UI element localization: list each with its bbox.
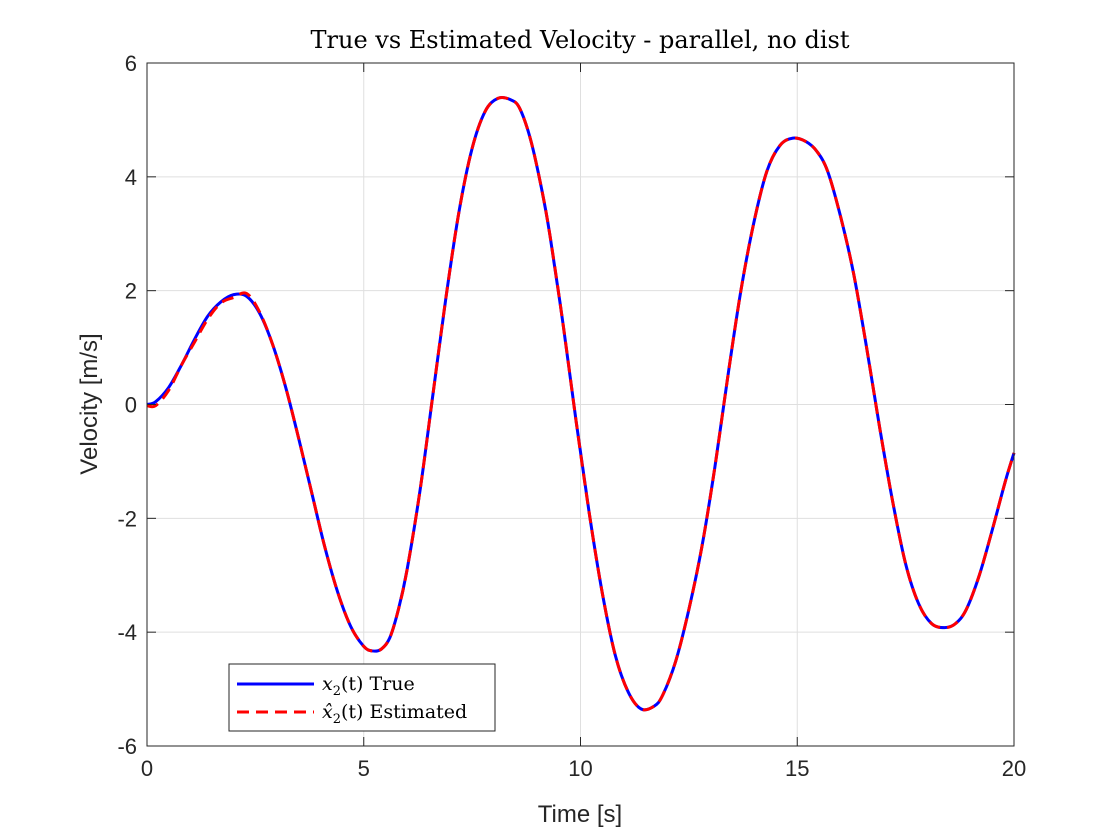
y-tick-label: -6 xyxy=(117,734,137,759)
series-line-estimated xyxy=(146,96,1016,712)
legend-entry-true: x2(t) True xyxy=(322,673,415,699)
x-tick-label: 5 xyxy=(358,756,370,781)
chart-title: True vs Estimated Velocity - parallel, n… xyxy=(311,26,850,54)
x-tick-label: 0 xyxy=(141,756,153,781)
legend-box xyxy=(228,663,496,732)
series-layer xyxy=(146,96,1016,712)
y-tick-label: 0 xyxy=(125,393,137,418)
legend: x2(t) True x̂2(t) Estimated xyxy=(228,663,496,732)
legend-entry-estimated: x̂2(t) Estimated xyxy=(322,701,467,727)
axis-ticks: 0 5 10 15 20 -6 -4 -2 0 2 4 6 xyxy=(117,51,1026,781)
y-tick-label: 4 xyxy=(125,165,137,190)
x-tick-label: 10 xyxy=(568,756,592,781)
y-tick-label: 6 xyxy=(125,51,137,76)
y-axis-label: Velocity [m/s] xyxy=(76,333,103,474)
x-tick-label: 20 xyxy=(1002,756,1026,781)
y-tick-label: -2 xyxy=(117,506,137,531)
y-tick-label: -4 xyxy=(117,620,137,645)
x-axis-label: Time [s] xyxy=(538,801,622,828)
y-tick-label: 2 xyxy=(125,279,137,304)
x-tick-label: 15 xyxy=(785,756,809,781)
